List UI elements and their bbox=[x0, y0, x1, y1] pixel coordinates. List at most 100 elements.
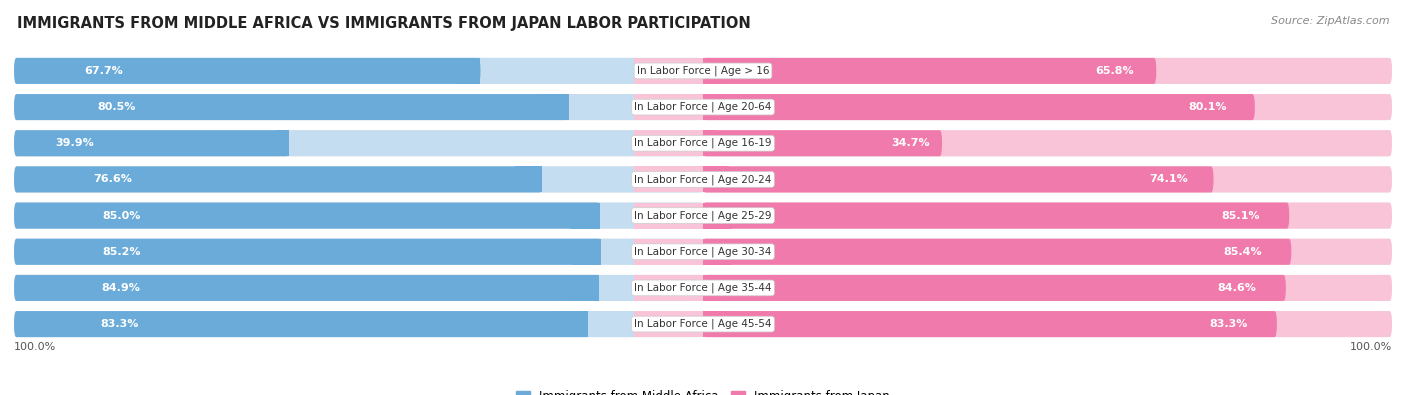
Text: In Labor Force | Age > 16: In Labor Force | Age > 16 bbox=[637, 66, 769, 76]
Bar bbox=[541, 94, 568, 120]
FancyBboxPatch shape bbox=[14, 203, 599, 229]
Bar bbox=[703, 275, 733, 301]
FancyBboxPatch shape bbox=[703, 58, 1392, 84]
Text: 85.2%: 85.2% bbox=[103, 247, 141, 257]
Bar bbox=[634, 203, 703, 229]
Bar bbox=[634, 239, 703, 265]
FancyBboxPatch shape bbox=[703, 130, 942, 156]
Bar bbox=[276, 130, 290, 156]
Text: 76.6%: 76.6% bbox=[93, 175, 132, 184]
Text: 85.0%: 85.0% bbox=[101, 211, 141, 220]
Bar bbox=[634, 58, 703, 84]
Text: In Labor Force | Age 20-24: In Labor Force | Age 20-24 bbox=[634, 174, 772, 185]
Bar bbox=[14, 275, 1392, 301]
Legend: Immigrants from Middle Africa, Immigrants from Japan: Immigrants from Middle Africa, Immigrant… bbox=[512, 385, 894, 395]
FancyBboxPatch shape bbox=[703, 94, 1392, 120]
FancyBboxPatch shape bbox=[14, 94, 703, 120]
FancyBboxPatch shape bbox=[703, 203, 1289, 229]
Text: 39.9%: 39.9% bbox=[55, 138, 94, 148]
Text: 84.6%: 84.6% bbox=[1218, 283, 1257, 293]
FancyBboxPatch shape bbox=[14, 203, 703, 229]
FancyBboxPatch shape bbox=[703, 311, 1277, 337]
FancyBboxPatch shape bbox=[14, 311, 1392, 337]
FancyBboxPatch shape bbox=[14, 166, 703, 192]
Text: In Labor Force | Age 20-64: In Labor Force | Age 20-64 bbox=[634, 102, 772, 112]
Text: 85.1%: 85.1% bbox=[1222, 211, 1260, 220]
FancyBboxPatch shape bbox=[14, 275, 1392, 301]
Bar bbox=[703, 166, 728, 192]
FancyBboxPatch shape bbox=[14, 58, 1392, 84]
Bar bbox=[703, 58, 725, 84]
FancyBboxPatch shape bbox=[703, 311, 1392, 337]
Text: In Labor Force | Age 16-19: In Labor Force | Age 16-19 bbox=[634, 138, 772, 149]
Text: In Labor Force | Age 25-29: In Labor Force | Age 25-29 bbox=[634, 210, 772, 221]
FancyBboxPatch shape bbox=[703, 166, 1213, 192]
FancyBboxPatch shape bbox=[14, 311, 588, 337]
Text: In Labor Force | Age 35-44: In Labor Force | Age 35-44 bbox=[634, 283, 772, 293]
Text: 65.8%: 65.8% bbox=[1095, 66, 1133, 76]
FancyBboxPatch shape bbox=[14, 94, 1392, 120]
FancyBboxPatch shape bbox=[703, 275, 1392, 301]
Text: 67.7%: 67.7% bbox=[84, 66, 122, 76]
FancyBboxPatch shape bbox=[703, 203, 1392, 229]
Text: 84.9%: 84.9% bbox=[101, 283, 141, 293]
Bar bbox=[634, 166, 703, 192]
FancyBboxPatch shape bbox=[14, 130, 703, 156]
FancyBboxPatch shape bbox=[14, 239, 600, 265]
Text: 83.3%: 83.3% bbox=[100, 319, 139, 329]
FancyBboxPatch shape bbox=[14, 166, 1392, 192]
Text: 83.3%: 83.3% bbox=[1209, 319, 1249, 329]
Bar bbox=[634, 94, 703, 120]
Bar bbox=[634, 275, 703, 301]
FancyBboxPatch shape bbox=[14, 94, 568, 120]
Bar bbox=[634, 275, 703, 301]
Bar bbox=[14, 239, 1392, 265]
Bar bbox=[634, 58, 703, 84]
Bar bbox=[703, 94, 731, 120]
Bar bbox=[703, 311, 731, 337]
FancyBboxPatch shape bbox=[14, 203, 1392, 229]
Bar bbox=[14, 166, 1392, 192]
Bar bbox=[634, 94, 703, 120]
Bar bbox=[703, 239, 733, 265]
Bar bbox=[703, 130, 716, 156]
Bar bbox=[634, 130, 703, 156]
FancyBboxPatch shape bbox=[703, 166, 1392, 192]
Text: 100.0%: 100.0% bbox=[1350, 342, 1392, 352]
Text: 100.0%: 100.0% bbox=[14, 342, 56, 352]
Bar bbox=[634, 203, 703, 229]
Bar bbox=[634, 311, 703, 337]
FancyBboxPatch shape bbox=[14, 239, 1392, 265]
Bar bbox=[634, 239, 703, 265]
Text: 80.1%: 80.1% bbox=[1188, 102, 1227, 112]
Bar bbox=[560, 311, 588, 337]
Bar bbox=[457, 58, 481, 84]
FancyBboxPatch shape bbox=[703, 239, 1392, 265]
FancyBboxPatch shape bbox=[14, 166, 541, 192]
FancyBboxPatch shape bbox=[703, 58, 1156, 84]
FancyBboxPatch shape bbox=[14, 130, 1392, 156]
FancyBboxPatch shape bbox=[14, 239, 703, 265]
Text: IMMIGRANTS FROM MIDDLE AFRICA VS IMMIGRANTS FROM JAPAN LABOR PARTICIPATION: IMMIGRANTS FROM MIDDLE AFRICA VS IMMIGRA… bbox=[17, 16, 751, 31]
Text: 74.1%: 74.1% bbox=[1149, 175, 1188, 184]
Text: In Labor Force | Age 30-34: In Labor Force | Age 30-34 bbox=[634, 246, 772, 257]
Bar bbox=[14, 94, 1392, 120]
Bar bbox=[14, 203, 1392, 229]
Text: Source: ZipAtlas.com: Source: ZipAtlas.com bbox=[1271, 16, 1389, 26]
Bar bbox=[572, 239, 600, 265]
Text: 80.5%: 80.5% bbox=[97, 102, 135, 112]
FancyBboxPatch shape bbox=[703, 94, 1254, 120]
Bar bbox=[569, 275, 599, 301]
Bar bbox=[516, 166, 541, 192]
Bar bbox=[571, 203, 599, 229]
Bar bbox=[634, 166, 703, 192]
FancyBboxPatch shape bbox=[14, 275, 703, 301]
Text: 34.7%: 34.7% bbox=[891, 138, 931, 148]
FancyBboxPatch shape bbox=[14, 58, 703, 84]
FancyBboxPatch shape bbox=[703, 275, 1286, 301]
FancyBboxPatch shape bbox=[14, 311, 703, 337]
FancyBboxPatch shape bbox=[14, 58, 481, 84]
FancyBboxPatch shape bbox=[703, 239, 1291, 265]
Text: 85.4%: 85.4% bbox=[1223, 247, 1263, 257]
FancyBboxPatch shape bbox=[703, 130, 1392, 156]
